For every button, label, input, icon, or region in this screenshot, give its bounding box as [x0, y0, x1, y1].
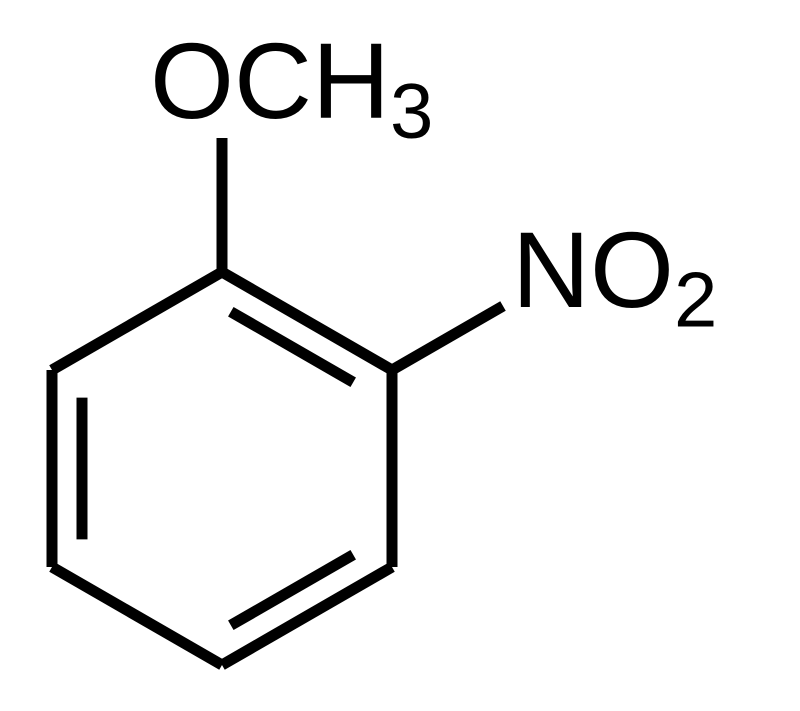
bonds-layer	[52, 138, 503, 665]
bond	[52, 567, 222, 665]
label-no2: NO2	[512, 209, 717, 343]
label-och3: OCH3	[150, 20, 433, 154]
molecule-diagram: OCH3 NO2	[0, 0, 800, 711]
bond	[52, 272, 222, 370]
bond	[231, 555, 353, 626]
bond	[392, 306, 503, 370]
atom-labels-layer: OCH3 NO2	[150, 20, 717, 343]
bond	[231, 312, 353, 383]
